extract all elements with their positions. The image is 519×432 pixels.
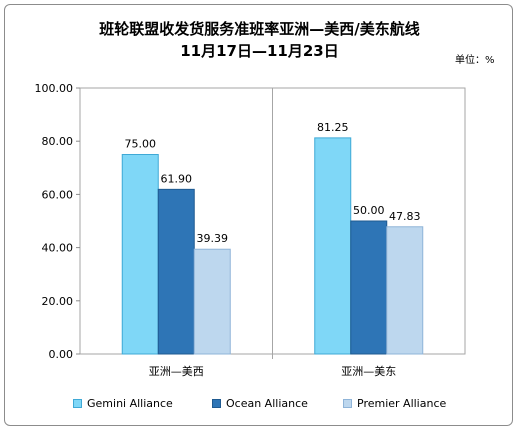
x-tick-label: 亚洲—美西 <box>149 365 204 378</box>
bar <box>350 220 388 355</box>
data-label: 81.25 <box>317 121 349 134</box>
legend: Gemini Alliance Ocean Alliance Premier All… <box>0 397 519 415</box>
legend-item: Premier Alliance <box>343 397 446 410</box>
x-tick-label: 亚洲—美东 <box>341 365 396 378</box>
data-label: 75.00 <box>125 138 157 151</box>
data-label: 39.39 <box>197 232 229 245</box>
bar <box>314 137 352 355</box>
legend-swatch <box>343 399 352 408</box>
legend-label: Ocean Alliance <box>226 397 308 410</box>
legend-swatch <box>73 399 82 408</box>
y-tick-label: 60.00 <box>42 188 74 201</box>
y-tick-label: 80.00 <box>42 135 74 148</box>
legend-label: Premier Alliance <box>357 397 447 410</box>
chart-title-block: 班轮联盟收发货服务准班率亚洲—美西/美东航线 11月17日—11月23日 <box>0 18 519 62</box>
chart-subtitle: 11月17日—11月23日 <box>180 42 339 60</box>
bar <box>193 248 231 355</box>
legend-label: Gemini Alliance <box>87 397 173 410</box>
y-tick-label: 20.00 <box>42 295 74 308</box>
data-label: 50.00 <box>353 204 385 217</box>
legend-swatch <box>212 399 221 408</box>
bar <box>386 226 424 355</box>
y-tick-label: 100.00 <box>35 82 74 95</box>
unit-label: 单位：% <box>455 55 495 66</box>
legend-item: Ocean Alliance <box>212 397 308 410</box>
bar <box>157 188 195 355</box>
y-tick-label: 0.00 <box>49 348 74 361</box>
legend-item: Gemini Alliance <box>73 397 173 410</box>
chart-title: 班轮联盟收发货服务准班率亚洲—美西/美东航线 <box>99 20 420 38</box>
bar <box>121 154 159 355</box>
data-label: 61.90 <box>161 172 193 185</box>
chart-frame <box>4 4 513 426</box>
data-label: 47.83 <box>389 210 421 223</box>
y-tick-label: 40.00 <box>42 242 74 255</box>
